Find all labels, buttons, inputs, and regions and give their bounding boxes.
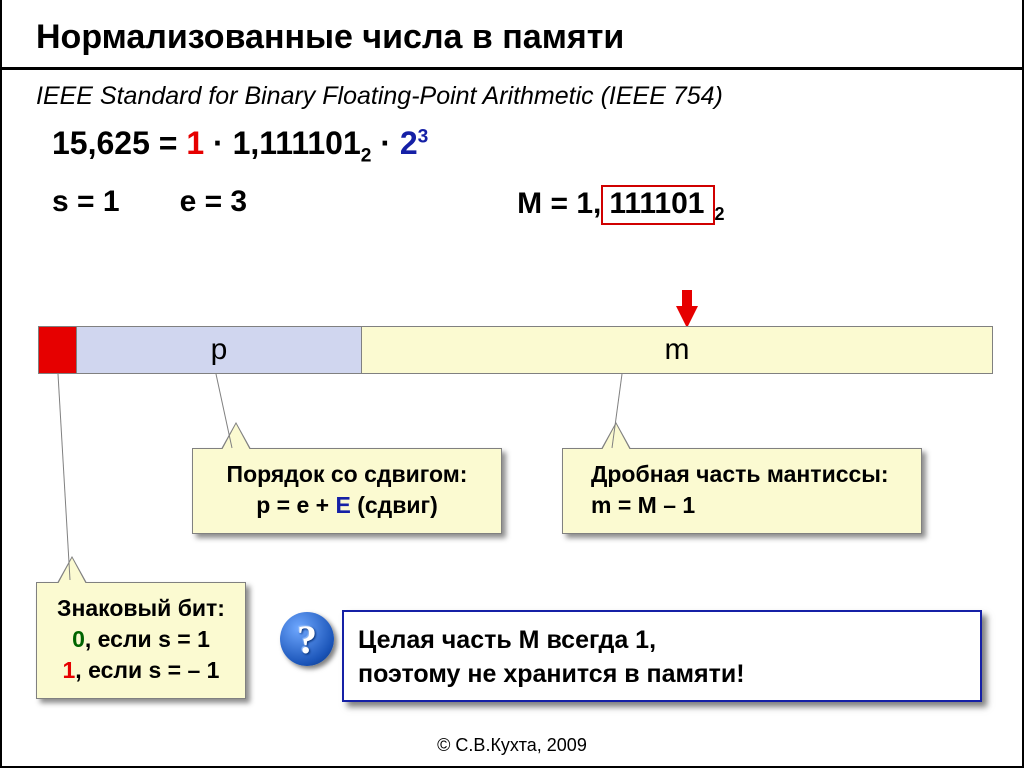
callout-exp-l2-before: p = e + xyxy=(256,492,335,518)
segment-exponent: p xyxy=(77,327,362,373)
callout-exp-l2-mid: E xyxy=(335,492,350,518)
formula-exp: 3 xyxy=(418,126,429,147)
note-line2: поэтому не хранится в памяти! xyxy=(358,658,966,692)
formula-two: 2 xyxy=(400,125,418,161)
var-M: M = 1,111101 2 xyxy=(517,185,724,225)
callout-exponent-line1: Порядок со сдвигом: xyxy=(211,459,483,490)
formula-dot1: · xyxy=(213,125,224,161)
callout-sign-l3-a: , если s = – 1 xyxy=(75,657,219,683)
var-M-before: 1, xyxy=(576,187,601,220)
connector-exp xyxy=(212,374,242,450)
callout-sign-l3-b: 1 xyxy=(63,657,76,683)
segment-sign xyxy=(39,327,77,373)
formula-lhs: 15,625 = xyxy=(52,125,186,161)
connector-man xyxy=(602,374,632,450)
callout-mantissa: Дробная часть мантиссы: m = M – 1 xyxy=(562,448,922,534)
callout-sign: Знаковый бит: 0, если s = 1 1, если s = … xyxy=(36,582,246,699)
var-M-boxed-text: 111101 xyxy=(609,187,704,220)
callout-sign-line3: 1, если s = – 1 xyxy=(55,655,227,686)
segment-exponent-label: p xyxy=(211,333,228,367)
callout-sign-l2-b: 0 xyxy=(72,626,85,652)
memory-bar: p m xyxy=(38,326,993,374)
copyright: © С.В.Кухта, 2009 xyxy=(2,735,1022,756)
formula: 15,625 = 1 · 1,1111012 · 23 xyxy=(2,111,1022,167)
note-line1: Целая часть M всегда 1, xyxy=(358,624,966,658)
segment-mantissa: m xyxy=(362,327,992,373)
callout-exponent: Порядок со сдвигом: p = e + E (сдвиг) xyxy=(192,448,502,534)
var-s: s = 1 xyxy=(52,185,120,225)
callout-exp-l2-after: (сдвиг) xyxy=(351,492,438,518)
callout-mantissa-line2: m = M – 1 xyxy=(591,490,903,521)
formula-dot2: · xyxy=(380,125,391,161)
var-M-sub: 2 xyxy=(715,204,725,224)
segment-mantissa-label: m xyxy=(665,333,690,367)
question-icon: ? xyxy=(280,612,334,666)
var-M-boxed: 111101 xyxy=(601,185,714,225)
connector-sign xyxy=(52,374,82,584)
var-M-label: M = xyxy=(517,187,576,220)
arrow-down-icon xyxy=(676,306,698,328)
formula-base-sub: 2 xyxy=(361,145,372,166)
var-e: e = 3 xyxy=(180,185,248,225)
callout-sign-line2: 0, если s = 1 xyxy=(55,624,227,655)
page-title: Нормализованные числа в памяти xyxy=(2,0,1022,70)
callout-mantissa-line1: Дробная часть мантиссы: xyxy=(591,459,903,490)
slide: Нормализованные числа в памяти IEEE Stan… xyxy=(0,0,1024,768)
question-mark-glyph: ? xyxy=(297,616,317,663)
callout-sign-line1: Знаковый бит: xyxy=(55,593,227,624)
subtitle: IEEE Standard for Binary Floating-Point … xyxy=(2,70,1022,111)
note-box: Целая часть M всегда 1, поэтому не храни… xyxy=(342,610,982,702)
formula-sign: 1 xyxy=(186,125,204,161)
variables-row: s = 1 e = 3 M = 1,111101 2 xyxy=(2,167,1022,225)
callout-sign-l2-a: , если s = 1 xyxy=(85,626,210,652)
formula-mantissa: 1,111101 xyxy=(233,125,361,161)
callout-exponent-line2: p = e + E (сдвиг) xyxy=(211,490,483,521)
